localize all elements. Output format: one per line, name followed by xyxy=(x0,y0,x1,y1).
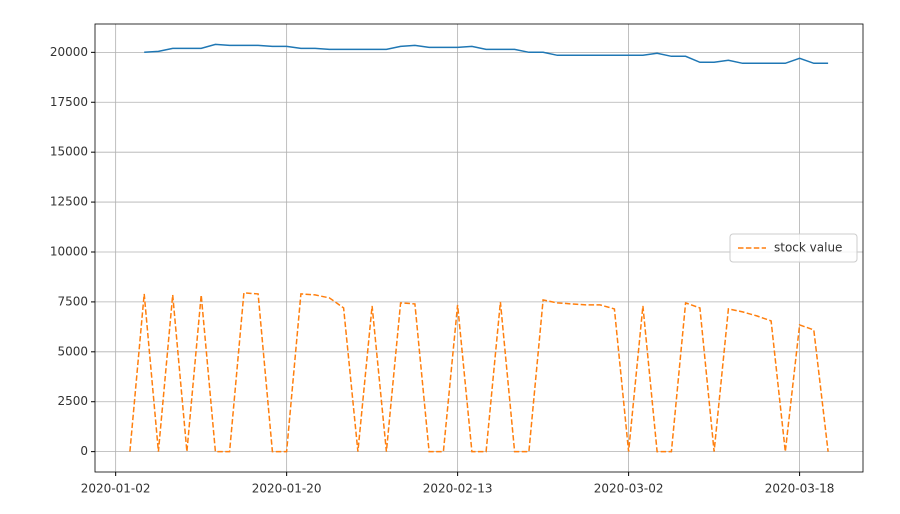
y-tick-label: 5000 xyxy=(57,344,88,358)
plot-frame xyxy=(94,23,864,473)
y-tick-label: 20000 xyxy=(50,45,88,59)
y-tick-label: 10000 xyxy=(50,244,88,258)
y-tick-label: 15000 xyxy=(50,145,88,159)
series-line xyxy=(144,43,829,65)
legend-label: stock value xyxy=(774,241,842,255)
y-tick-label: 17500 xyxy=(50,95,88,109)
y-tick-label: 0 xyxy=(80,444,88,458)
x-tick-label: 2020-03-18 xyxy=(765,482,835,496)
y-tick-label: 2500 xyxy=(57,394,88,408)
x-tick-label: 2020-01-20 xyxy=(252,482,322,496)
series-line xyxy=(129,292,829,453)
y-tick-label: 7500 xyxy=(57,294,88,308)
x-tick-label: 2020-03-02 xyxy=(594,482,664,496)
legend-box xyxy=(729,233,858,263)
y-tick-label: 12500 xyxy=(50,195,88,209)
x-tick-label: 2020-01-02 xyxy=(81,482,151,496)
x-tick-label: 2020-02-13 xyxy=(423,482,493,496)
